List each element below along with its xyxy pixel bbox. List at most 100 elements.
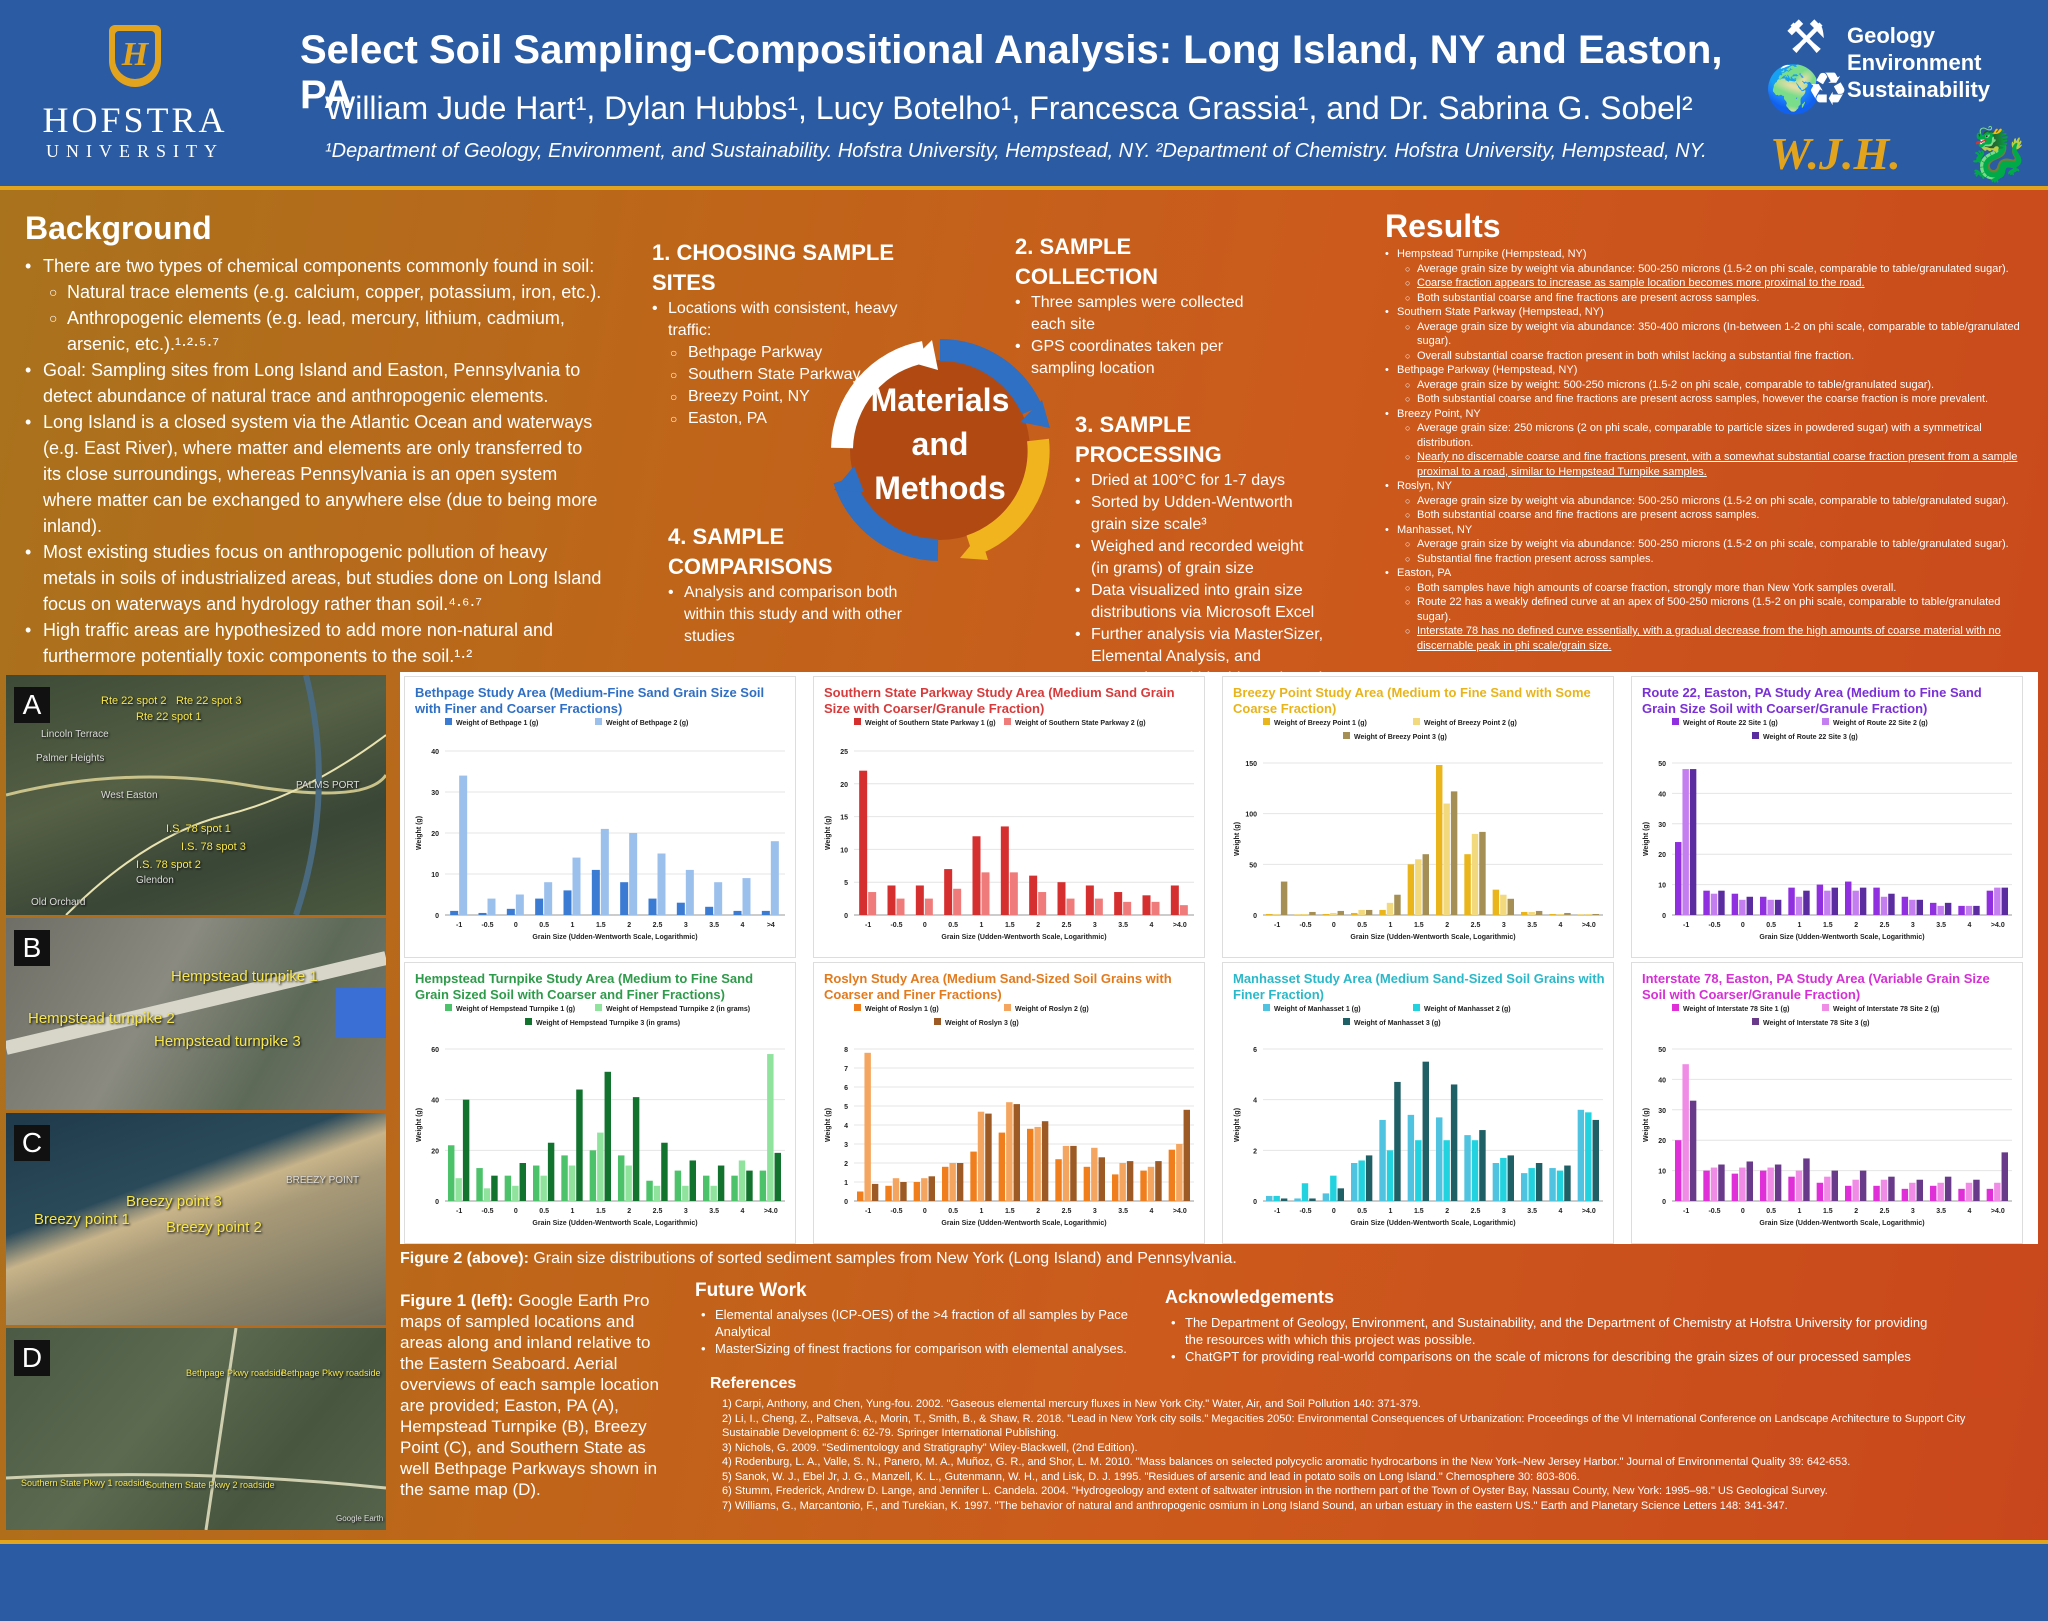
bar [1387, 1150, 1393, 1201]
y-tick-label: 40 [431, 749, 439, 756]
x-tick-label: 1 [1389, 922, 1393, 929]
y-tick-label: 25 [840, 749, 848, 756]
y-tick-label: 20 [840, 782, 848, 789]
hammer-pick-icon: ⚒ [1785, 12, 1826, 62]
bar [1281, 1198, 1287, 1201]
bar [1803, 891, 1809, 915]
bar [459, 776, 467, 915]
legend-swatch [1263, 718, 1270, 725]
y-tick-label: 2 [844, 1161, 848, 1168]
bar [1358, 1160, 1364, 1201]
ges-sustainability: Sustainability [1847, 76, 1990, 103]
map-d-label-4: Southern State Pkwy 2 roadside [146, 1480, 275, 1490]
bar [1112, 1174, 1118, 1201]
bar [1564, 1166, 1570, 1201]
bar [985, 1114, 991, 1201]
bar [1528, 912, 1534, 915]
bar [703, 1176, 709, 1201]
bar [1966, 906, 1972, 915]
y-tick-label: 0 [844, 1199, 848, 1206]
grain-size-chart: Southern State Parkway Study Area (Mediu… [813, 676, 1205, 958]
y-axis-label: Weight (g) [416, 1108, 423, 1142]
future-item: MasterSizing of finest fractions for com… [695, 1340, 1165, 1357]
hofstra-logo: H HOFSTRA UNIVERSITY [20, 25, 250, 175]
sub-bullet-item: Both samples have high amounts of coarse… [1385, 581, 2035, 596]
bar [1155, 1161, 1161, 1201]
bar [1443, 804, 1449, 915]
x-axis-label: Grain Size (Udden-Wentworth Scale, Logar… [1759, 1220, 1924, 1227]
bar [1593, 914, 1599, 915]
bar [1578, 914, 1584, 915]
x-tick-label: 0.5 [539, 922, 549, 929]
x-tick-label: 3 [1093, 922, 1097, 929]
x-tick-label: -1 [1683, 922, 1689, 929]
bar [1690, 1101, 1696, 1201]
bar [1176, 1144, 1182, 1201]
bar [1860, 1171, 1866, 1201]
y-tick-label: 7 [844, 1066, 848, 1073]
bar [1860, 888, 1866, 915]
reference-item: 4) Rodenburg, L. A., Valle, S. N., Paner… [700, 1455, 2020, 1470]
reference-item: 6) Stumm, Frederick, Andrew D. Lange, an… [700, 1484, 2020, 1499]
x-tick-label: 0 [923, 1208, 927, 1215]
bar [544, 882, 552, 915]
bar [859, 771, 867, 915]
bar [705, 907, 713, 915]
bar [949, 1163, 955, 1201]
legend-label: Weight of Roslyn 2 (g) [1015, 1006, 1089, 1013]
legend-swatch [1263, 1004, 1270, 1011]
map-d-roads [6, 1328, 386, 1530]
step-3-title: 3. SAMPLE PROCESSING [1075, 410, 1325, 470]
x-tick-label: 4 [1150, 1208, 1154, 1215]
legend-label: Weight of Roslyn 1 (g) [865, 1006, 939, 1013]
x-tick-label: 2 [627, 922, 631, 929]
bar [1902, 1189, 1908, 1201]
map-c-label-2: Breezy point 1 [34, 1211, 130, 1228]
bar [1521, 912, 1527, 915]
bar [1832, 888, 1838, 915]
legend-label: Weight of Route 22 Site 2 (g) [1833, 720, 1928, 727]
y-tick-label: 10 [1658, 883, 1666, 890]
bar [512, 1186, 518, 1201]
x-tick-label: 0.5 [1357, 922, 1367, 929]
bar [1171, 885, 1179, 915]
bar [646, 1181, 652, 1201]
bar [1038, 892, 1046, 915]
background-section: Background There are two types of chemic… [25, 210, 605, 669]
grain-size-chart: Hempstead Turnpike Study Area (Medium to… [404, 962, 796, 1244]
x-tick-label: 3 [1911, 922, 1915, 929]
bar [1578, 1110, 1584, 1201]
bar [1817, 885, 1823, 915]
x-tick-label: -1 [1683, 1208, 1689, 1215]
results-section: Results Hempstead Turnpike (Hempstead, N… [1385, 208, 2035, 653]
bullet-item: Data visualized into grain size distribu… [1075, 580, 1325, 624]
bullet-text: High traffic areas are hypothesized to a… [43, 620, 553, 666]
bar [864, 1053, 870, 1201]
legend-swatch [1672, 1004, 1679, 1011]
x-tick-label: 3.5 [709, 1208, 719, 1215]
sub-bullet-item: Coarse fraction appears to increase as s… [1385, 276, 2035, 291]
bar [1796, 1171, 1802, 1201]
bar [1521, 1173, 1527, 1201]
x-tick-label: 2 [1445, 1208, 1449, 1215]
bar [1099, 1157, 1105, 1201]
bar [1119, 1163, 1125, 1201]
bullet-item: Easton, PA [1385, 566, 2035, 581]
bullet-text: Nearly no discernable coarse and fine fr… [1417, 451, 2017, 478]
bar [476, 1168, 482, 1201]
x-tick-label: 3.5 [1118, 922, 1128, 929]
bar [1063, 1146, 1069, 1201]
sub-bullet-item: Route 22 has a weakly defined curve at a… [1385, 595, 2035, 624]
legend-label: Weight of Roslyn 3 (g) [945, 1020, 1019, 1027]
bar [1330, 913, 1336, 915]
map-d-label-3: Southern State Pkwy 1 roadside [21, 1478, 150, 1488]
map-a-label-4: I.S. 78 spot 1 [166, 823, 231, 835]
acknowledgements-section: Acknowledgements The Department of Geolo… [1165, 1287, 1945, 1365]
bullet-text: Bethpage Parkway [688, 344, 822, 361]
shield-letter: H [115, 31, 155, 79]
y-tick-label: 50 [1658, 1047, 1666, 1054]
bar [1394, 1082, 1400, 1201]
map-c-breezy-point: C Breezy point 3 Breezy point 1 Breezy p… [6, 1113, 386, 1325]
bar [1086, 885, 1094, 915]
bar [450, 911, 458, 915]
